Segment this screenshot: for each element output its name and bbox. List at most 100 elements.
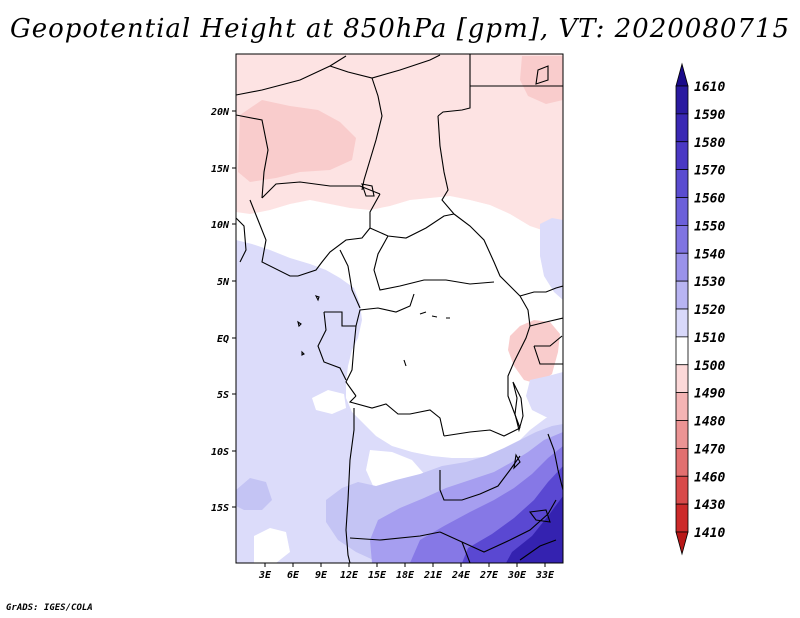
colorbar-label: 1410 bbox=[694, 526, 725, 541]
lon-tick-label: 21E bbox=[423, 570, 443, 581]
border-line bbox=[507, 295, 531, 429]
border-line bbox=[361, 77, 383, 191]
border-line bbox=[329, 54, 441, 79]
lat-tick-label: 5S bbox=[217, 390, 229, 401]
lon-tick-label: 9E bbox=[315, 570, 328, 581]
colorbar-label: 1580 bbox=[694, 136, 725, 151]
colorbar-label: 1540 bbox=[694, 247, 725, 262]
border-line bbox=[249, 199, 298, 277]
lake-outline bbox=[535, 65, 549, 85]
border-line bbox=[345, 408, 355, 563]
border-line bbox=[349, 531, 441, 541]
lon-tick-label: 30E bbox=[507, 570, 527, 581]
lake-outline bbox=[512, 381, 524, 433]
lon-tick-label: 24E bbox=[451, 570, 471, 581]
border-line bbox=[236, 114, 269, 199]
colorbar-label: 1490 bbox=[694, 387, 725, 402]
colorbar-swatch bbox=[675, 447, 689, 477]
colorbar-swatch bbox=[675, 336, 689, 366]
colorbar-swatch bbox=[675, 141, 689, 171]
field-region-blue-4 bbox=[506, 496, 563, 563]
border-line bbox=[533, 335, 563, 365]
colorbar-label: 1560 bbox=[694, 192, 725, 207]
border-line bbox=[317, 311, 347, 381]
colorbar-swatch bbox=[675, 62, 689, 87]
colorbar-swatch bbox=[675, 224, 689, 254]
lon-tick-label: 18E bbox=[396, 570, 415, 581]
border-line bbox=[324, 293, 415, 327]
colorbar-label: 1480 bbox=[694, 415, 725, 430]
border-line bbox=[339, 249, 361, 309]
border-line bbox=[345, 325, 357, 397]
island bbox=[297, 295, 320, 356]
colorbar-label: 1550 bbox=[694, 219, 725, 234]
latitude-axis: 20N 15N 10N 5N EQ 5S 10S 15S bbox=[210, 107, 236, 514]
map-frame bbox=[235, 53, 564, 564]
border-line bbox=[443, 427, 521, 437]
colorbar-swatch bbox=[675, 531, 689, 556]
lon-tick-label: 27E bbox=[479, 570, 499, 581]
lat-tick-label: 5N bbox=[217, 277, 230, 288]
border-line bbox=[437, 115, 455, 215]
colorbar-swatch bbox=[675, 280, 689, 310]
lon-tick-label: 12E bbox=[340, 570, 359, 581]
lon-tick-label: 15E bbox=[368, 570, 387, 581]
colorbar-label: 1510 bbox=[694, 331, 725, 346]
colorbar-label: 1430 bbox=[694, 498, 725, 513]
lat-tick-label: 20N bbox=[210, 107, 230, 118]
lon-tick-label: 6E bbox=[287, 570, 300, 581]
border-line bbox=[236, 55, 347, 96]
border-line bbox=[369, 213, 455, 239]
field-region-lavender-east bbox=[540, 218, 563, 300]
country-borders bbox=[236, 54, 563, 563]
colorbar-swatch bbox=[675, 169, 689, 198]
border-line bbox=[236, 217, 247, 263]
colorbar-label: 1500 bbox=[694, 359, 725, 374]
colorbar-swatch bbox=[675, 364, 689, 394]
lat-tick-label: 10N bbox=[211, 220, 230, 231]
colorbar: 1610 1590 1580 1570 1560 1550 1540 1530 1520 1510… bbox=[675, 62, 725, 556]
grads-credit: GrADS: IGES/COLA bbox=[6, 603, 93, 613]
lat-tick-label: 10S bbox=[211, 447, 229, 458]
colorbar-label: 1520 bbox=[694, 303, 725, 318]
field-region-pink-north bbox=[236, 54, 563, 238]
colorbar-label: 1470 bbox=[694, 442, 725, 457]
lon-tick-label: 33E bbox=[535, 570, 555, 581]
longitude-axis: 3E 6E 9E 12E 15E 18E 21E 24E 27E 30E 33E bbox=[258, 563, 555, 581]
border-line bbox=[547, 433, 563, 491]
colorbar-swatch bbox=[675, 503, 689, 533]
border-line bbox=[439, 455, 521, 501]
colorbar-swatch bbox=[675, 420, 689, 449]
colorbar-swatch bbox=[675, 197, 689, 226]
height-field bbox=[236, 54, 563, 563]
colorbar-label: 1590 bbox=[694, 108, 725, 123]
colorbar-swatch bbox=[675, 113, 689, 143]
colorbar-label: 1610 bbox=[694, 80, 725, 95]
border-line bbox=[529, 317, 563, 327]
lon-tick-label: 3E bbox=[258, 570, 272, 581]
border-line bbox=[437, 54, 471, 117]
field-region-pink-east bbox=[508, 320, 560, 384]
colorbar-label: 1570 bbox=[694, 164, 725, 179]
lake-outline bbox=[513, 453, 521, 470]
border-line bbox=[348, 395, 445, 437]
lake-outline bbox=[528, 509, 551, 523]
border-line bbox=[297, 193, 381, 277]
colorbar-swatch bbox=[675, 475, 689, 505]
lake-outline bbox=[361, 183, 375, 197]
colorbar-swatch bbox=[675, 85, 689, 115]
river-dash bbox=[403, 311, 450, 367]
lat-tick-label: 15N bbox=[211, 164, 230, 175]
field-region-white-island bbox=[312, 390, 346, 414]
colorbar-swatch bbox=[675, 252, 689, 282]
field-region-lavender-east2 bbox=[526, 372, 563, 420]
colorbar-swatch bbox=[675, 308, 689, 338]
field-region-pink-dark bbox=[238, 100, 356, 182]
lat-tick-label: 15S bbox=[211, 503, 229, 514]
colorbar-swatch bbox=[675, 392, 689, 421]
field-region-pink-dark-ne bbox=[520, 56, 563, 104]
border-line bbox=[373, 235, 495, 291]
border-line bbox=[519, 285, 563, 297]
chart-title: Geopotential Height at 850hPa [gpm], VT:… bbox=[9, 14, 791, 44]
